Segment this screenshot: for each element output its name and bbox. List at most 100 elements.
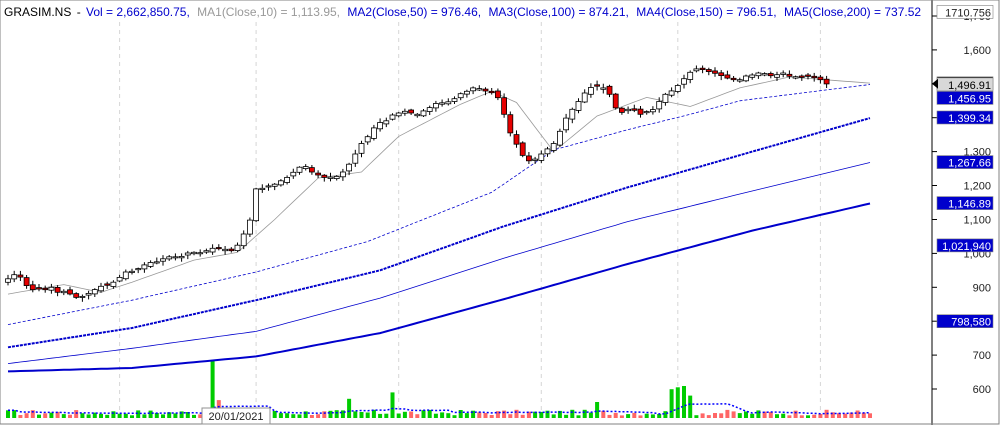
volume-bar (775, 414, 779, 418)
candle (321, 174, 328, 182)
candle-body (234, 244, 241, 251)
volume-bar (638, 415, 643, 418)
volume-bar (458, 410, 463, 418)
volume-bar (43, 413, 48, 418)
candle (253, 187, 260, 222)
volume-bar (192, 414, 196, 418)
candle-body (445, 101, 452, 105)
volume-bar (799, 415, 804, 418)
candle-body (476, 88, 483, 91)
candle (172, 253, 179, 261)
y-tick-label: 900 (973, 282, 991, 294)
candle-body (482, 88, 489, 92)
candle-body (575, 101, 582, 111)
candle-body (178, 255, 185, 259)
candle (135, 267, 142, 274)
volume-bar (427, 409, 432, 418)
candle-body (674, 85, 681, 92)
candle (439, 99, 446, 107)
volume-bar (731, 411, 736, 418)
candle (798, 74, 805, 81)
ma2-readout: MA2(Close,50) = 976.46, (347, 5, 481, 19)
volume-bar (632, 412, 637, 418)
candle (308, 165, 315, 175)
candle-body (755, 72, 762, 77)
candle-body (240, 233, 247, 247)
candle-body (699, 67, 706, 70)
candle-body (147, 262, 154, 267)
candle (687, 70, 694, 84)
candle (817, 74, 824, 84)
price-tag-box (936, 314, 994, 329)
volume-bar (806, 415, 810, 418)
candle-body (526, 155, 532, 162)
candle-body (290, 171, 297, 177)
candle-body (457, 93, 464, 99)
candle-body (222, 248, 229, 252)
candle-body (327, 176, 334, 179)
volume-bar (533, 411, 538, 418)
candle-body (85, 292, 92, 296)
volume-bar (111, 411, 116, 418)
price-tag-box (936, 238, 994, 253)
candle-body (321, 174, 328, 178)
volume-bar (837, 413, 841, 418)
ma5-line (7, 202, 871, 373)
price-tag: 1,267.66 (936, 155, 994, 170)
candle-body (11, 274, 18, 280)
candle (414, 113, 421, 118)
volume-bar (402, 411, 407, 418)
ma1-readout: MA1(Close,10) = 1,113.95, (197, 5, 340, 19)
candle-body (408, 109, 415, 114)
candle-body (370, 127, 377, 139)
volume-bar (483, 413, 488, 418)
candle (116, 274, 123, 283)
volume-bar (161, 414, 165, 418)
candle (327, 172, 334, 182)
volume-bar (539, 411, 544, 418)
candle (377, 118, 384, 132)
candle (662, 92, 669, 106)
volume-bar (706, 415, 711, 418)
candle-body (557, 130, 563, 146)
volume-bar (471, 410, 476, 418)
volume-bar (495, 411, 500, 418)
y-tick-label: 1,100 (963, 215, 991, 227)
volume-bar (415, 414, 420, 418)
volume-bar (409, 411, 414, 418)
price-tag: 1,399.34 (936, 110, 994, 125)
candle (761, 72, 768, 77)
volume-bar (396, 413, 401, 418)
volume-bar (576, 415, 581, 418)
candle (29, 280, 36, 293)
volume-bar (725, 409, 730, 418)
candle (17, 270, 24, 281)
candle (532, 156, 538, 164)
candle (147, 260, 154, 268)
candle (550, 141, 557, 153)
candle (712, 67, 718, 77)
price-tags: 1,021,940798,5801710.7561,500.151,496.91… (932, 5, 994, 329)
volume-bar (359, 412, 364, 418)
price-tag-label: 1,146.89 (948, 199, 991, 211)
ma5-readout: MA5(Close,200) = 737.52 (784, 5, 921, 19)
volume-bar (309, 415, 314, 418)
candle (401, 108, 408, 116)
candle (5, 274, 11, 286)
volume-bar (452, 415, 457, 418)
candle-body (191, 251, 197, 255)
candle-body (414, 113, 421, 117)
volume-bar (489, 415, 494, 418)
volume-bar (781, 413, 786, 418)
candle (470, 86, 477, 95)
volume-bar (55, 411, 60, 418)
candle (215, 244, 222, 251)
volume-bar (30, 410, 35, 418)
candle-body (383, 120, 390, 125)
candle (209, 244, 216, 255)
candle (277, 179, 284, 187)
ma1-line (7, 76, 871, 295)
moving-average-lines (7, 76, 871, 373)
